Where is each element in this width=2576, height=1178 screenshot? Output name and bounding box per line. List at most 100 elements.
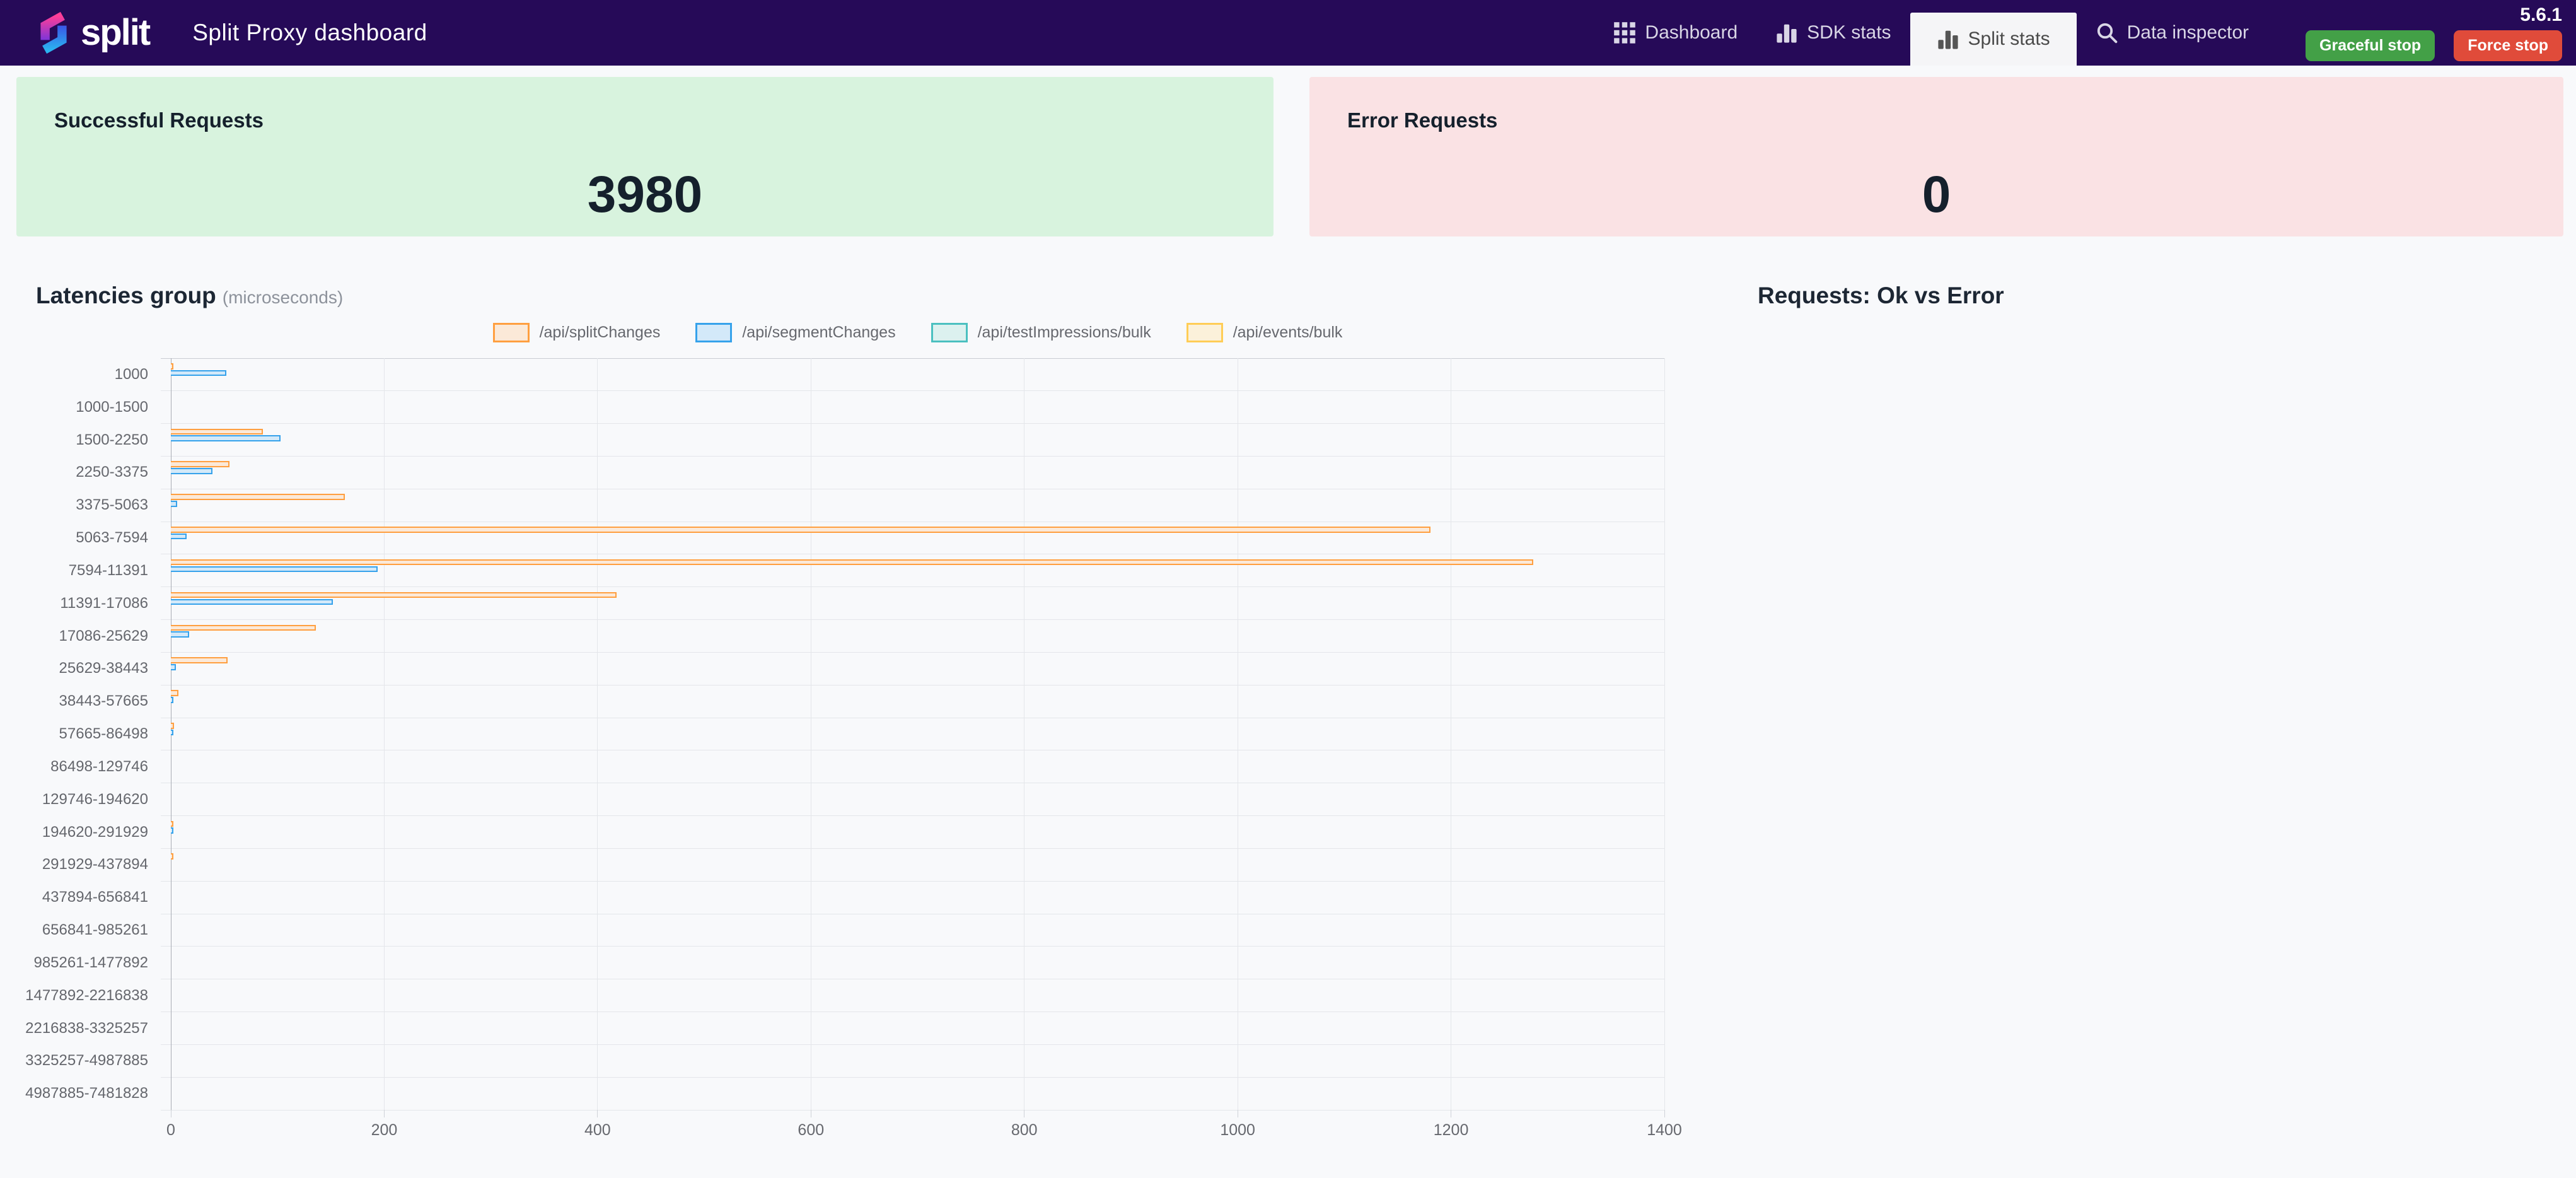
gridline-horizontal [161, 1076, 1664, 1078]
y-axis-label: 5063-7594 [76, 529, 148, 547]
header: split Split Proxy dashboard Dashboard SD… [0, 0, 2576, 66]
header-buttons: Graceful stop Force stop [2306, 30, 2562, 61]
nav-item-split-stats[interactable]: Split stats [1910, 13, 2077, 66]
y-axis-label: 86498-129746 [50, 757, 148, 775]
y-axis-label: 437894-656841 [42, 889, 148, 906]
y-axis-label: 129746-194620 [42, 790, 148, 808]
successful-requests-card: Successful Requests 3980 [16, 77, 1273, 236]
y-axis-label: 194620-291929 [42, 823, 148, 841]
bar [171, 598, 334, 605]
legend-swatch [492, 323, 530, 342]
bar [171, 592, 617, 598]
legend-swatch [695, 323, 733, 342]
chart-legend: /api/splitChanges/api/segmentChanges/api… [171, 323, 1664, 342]
version-badge: 5.6.1 [2520, 4, 2562, 25]
bar [171, 533, 187, 540]
bar [171, 435, 281, 441]
bar [171, 370, 226, 376]
error-requests-title: Error Requests [1347, 108, 1498, 132]
brand-wordmark: split [81, 12, 151, 53]
successful-requests-title: Successful Requests [54, 108, 264, 132]
gridline-vertical [597, 358, 598, 1110]
bar [171, 631, 189, 638]
x-axis-tick [597, 1110, 598, 1117]
y-axis-label: 11391-17086 [60, 594, 148, 612]
gridline-horizontal [161, 358, 1664, 359]
y-axis-label: 1000-1500 [76, 398, 148, 416]
legend-swatch [1186, 323, 1223, 342]
x-axis-label: 200 [371, 1121, 398, 1139]
y-axis-label: 656841-985261 [42, 921, 148, 939]
gridline-vertical [1664, 358, 1665, 1110]
x-axis-label: 600 [798, 1121, 825, 1139]
bar [171, 468, 212, 474]
error-requests-value: 0 [1922, 166, 1951, 223]
nav-item-sdk-stats[interactable]: SDK stats [1756, 0, 1910, 66]
y-axis-label: 2250-3375 [76, 464, 148, 481]
bar [171, 566, 378, 573]
page-title: Split Proxy dashboard [192, 20, 427, 45]
graceful-stop-button[interactable]: Graceful stop [2306, 30, 2435, 61]
y-axis-label: 4987885-7481828 [25, 1085, 148, 1102]
legend-label: /api/events/bulk [1233, 324, 1343, 341]
bar [171, 697, 173, 703]
gridline-horizontal [161, 586, 1664, 588]
bar [171, 428, 263, 435]
nav-item-data-inspector[interactable]: Data inspector [2077, 0, 2268, 66]
bar [171, 624, 316, 631]
bar [171, 853, 173, 860]
gridline-horizontal [161, 1109, 1664, 1111]
nav: Dashboard SDK stats Split stats Data [1594, 0, 2268, 66]
legend-label: /api/segmentChanges [742, 324, 896, 341]
x-axis-label: 800 [1011, 1121, 1038, 1139]
bar [171, 820, 173, 827]
bar [171, 827, 173, 834]
legend-swatch [931, 323, 968, 342]
split-logo-icon [40, 11, 67, 54]
latencies-chart: 1000 1000-1500 1500-2250 2250-3375 3375-5063… [0, 358, 1715, 1178]
y-axis-label: 38443-57665 [59, 692, 148, 710]
bar [171, 657, 228, 663]
nav-item-label: Data inspector [2126, 22, 2249, 43]
x-axis-label: 1000 [1220, 1121, 1255, 1139]
y-axis-label: 25629-38443 [59, 660, 148, 677]
x-axis-label: 0 [166, 1121, 175, 1139]
chart-y-axis-labels: 1000 1000-1500 1500-2250 2250-3375 3375-5063… [0, 358, 160, 1110]
bar [171, 723, 175, 729]
bar [171, 664, 177, 670]
requests-section-title: Requests: Ok vs Error [1758, 283, 2004, 309]
bar [171, 559, 1533, 566]
legend-item[interactable]: /api/events/bulk [1186, 323, 1343, 342]
legend-item[interactable]: /api/segmentChanges [695, 323, 896, 342]
bar-chart-icon [1937, 30, 1958, 49]
legend-item[interactable]: /api/splitChanges [492, 323, 660, 342]
error-requests-card: Error Requests 0 [1309, 77, 2563, 236]
gridline-horizontal [161, 390, 1664, 392]
x-axis-label: 1400 [1647, 1121, 1682, 1139]
split-logo: split [35, 0, 151, 66]
legend-label: /api/testImpressions/bulk [977, 324, 1151, 341]
latencies-title-unit: (microseconds) [222, 288, 344, 307]
y-axis-label: 3325257-4987885 [25, 1052, 148, 1070]
header-right: 5.6.1 Graceful stop Force stop [2306, 4, 2562, 61]
force-stop-button[interactable]: Force stop [2454, 30, 2562, 61]
search-icon [2097, 23, 2117, 44]
gridline-horizontal [161, 815, 1664, 817]
gridline-horizontal [161, 946, 1664, 947]
y-axis-label: 17086-25629 [59, 627, 148, 644]
y-axis-label: 1500-2250 [76, 431, 148, 448]
nav-item-dashboard[interactable]: Dashboard [1594, 0, 1756, 66]
gridline-horizontal [161, 848, 1664, 849]
grid-icon [1614, 22, 1636, 44]
nav-item-label: Dashboard [1645, 22, 1738, 43]
gridline-vertical [383, 358, 385, 1110]
gridline-horizontal [161, 455, 1664, 457]
y-axis-label: 985261-1477892 [33, 953, 148, 971]
latencies-section-title: Latencies group (microseconds) [36, 283, 343, 309]
legend-item[interactable]: /api/testImpressions/bulk [931, 323, 1151, 342]
successful-requests-value: 3980 [587, 166, 703, 223]
gridline-horizontal [161, 619, 1664, 621]
x-axis-tick [383, 1110, 385, 1117]
y-axis-label: 2216838-3325257 [25, 1019, 148, 1037]
